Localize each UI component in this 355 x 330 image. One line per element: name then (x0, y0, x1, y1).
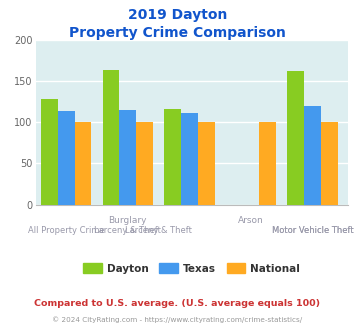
Bar (321, 122, 338, 205)
Text: Motor Vehicle Theft: Motor Vehicle Theft (272, 226, 353, 235)
Bar (287, 71, 304, 205)
Bar (103, 70, 119, 205)
Bar (259, 122, 276, 205)
Text: Larceny & Theft: Larceny & Theft (125, 226, 192, 235)
Text: Compared to U.S. average. (U.S. average equals 100): Compared to U.S. average. (U.S. average … (34, 299, 321, 308)
Text: © 2024 CityRating.com - https://www.cityrating.com/crime-statistics/: © 2024 CityRating.com - https://www.city… (53, 316, 302, 323)
Text: Property Crime Comparison: Property Crime Comparison (69, 26, 286, 40)
Legend: Dayton, Texas, National: Dayton, Texas, National (79, 259, 305, 278)
Text: Arson: Arson (238, 216, 264, 225)
Bar (75, 122, 92, 205)
Text: All Property Crime: All Property Crime (28, 226, 105, 235)
Bar (304, 106, 321, 205)
Text: Larceny & Theft: Larceny & Theft (94, 226, 161, 235)
Bar (181, 113, 198, 205)
Bar (58, 112, 75, 205)
Bar (41, 99, 58, 205)
Bar (198, 122, 214, 205)
Text: 2019 Dayton: 2019 Dayton (128, 8, 227, 22)
Text: Burglary: Burglary (109, 216, 147, 225)
Bar (119, 110, 136, 205)
Bar (164, 109, 181, 205)
Bar (136, 122, 153, 205)
Text: Motor Vehicle Theft: Motor Vehicle Theft (272, 226, 353, 235)
